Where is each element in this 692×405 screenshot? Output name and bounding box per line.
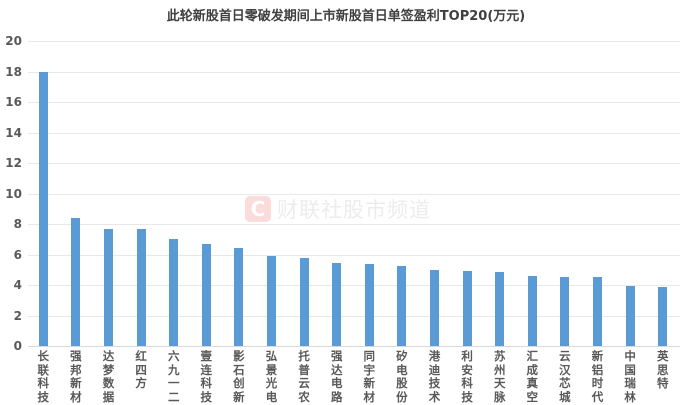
bar [234,247,244,346]
bar [332,262,342,346]
x-tick-label: 矽电股份 [396,349,408,404]
x-tick-label: 同宇新材 [363,349,376,404]
x-tick-label: 影石创新 [233,349,245,404]
y-tick-label: 8 [13,217,22,231]
x-tick-label: 港迪技术 [428,349,441,404]
gridline [28,102,680,103]
x-tick-label: 新铝时代 [591,349,604,404]
chart-title: 此轮新股首日零破发期间上市新股首日单签盈利TOP20(万元) [166,9,526,24]
y-tick-label: 18 [5,64,22,79]
x-tick-label: 壹连科技 [200,349,213,404]
bar [658,287,668,346]
bar [430,269,439,346]
y-tick-label: 14 [5,125,22,140]
bar [462,271,472,346]
cls-logo-icon: C [245,196,271,222]
y-tick-label: 4 [13,278,22,292]
y-tick-label: 6 [13,247,22,262]
x-tick-label: 托普云农 [298,349,310,404]
bar [71,217,81,346]
y-tick-label: 2 [13,308,22,323]
bar [560,277,570,346]
bar [364,264,374,346]
x-axis-line [28,346,680,347]
bar [299,257,309,346]
gridline [28,254,680,256]
x-tick-label: 红四方 [135,349,147,390]
y-tick-label: 10 [5,186,22,201]
watermark-text: 财联社股市频道 [277,198,431,222]
gridline [28,163,680,164]
bar [267,256,276,346]
bar [527,275,537,346]
bar [104,228,113,346]
x-tick-label: 弘景光电 [265,349,278,404]
x-tick-label: 强达电路 [330,349,343,404]
plot-area [28,41,680,347]
gridline [28,193,680,195]
x-tick-label: 达梦数据 [102,349,115,404]
gridline [28,315,680,317]
y-tick-label: 0 [13,339,22,353]
bar [593,277,602,346]
y-tick-label: 20 [5,34,22,48]
x-tick-label: 利安科技 [461,349,473,404]
gridline [28,224,680,225]
y-tick-label: 16 [5,95,22,109]
x-tick-label: 云汉芯城 [559,349,571,404]
y-tick-label: 12 [5,156,22,170]
x-tick-label: 长联科技 [37,349,50,404]
x-tick-label: 强邦新材 [70,349,82,404]
bar [169,239,179,346]
bar [201,243,211,346]
bar [397,265,407,346]
gridline [28,285,680,286]
x-tick-label: 英思特 [656,349,669,390]
gridline [28,132,680,134]
x-tick-label: 苏州天脉 [493,349,506,404]
x-tick-label: 中国瑞林 [624,349,636,404]
watermark: C 财联社股市频道 [245,194,431,224]
bar [495,272,505,346]
gridline [28,71,680,73]
x-tick-label: 六九一二 [167,349,180,404]
gridline [28,41,680,42]
x-tick-label: 汇成真空 [526,349,539,404]
bar [625,285,635,346]
bar [38,71,48,346]
bar [136,229,146,346]
